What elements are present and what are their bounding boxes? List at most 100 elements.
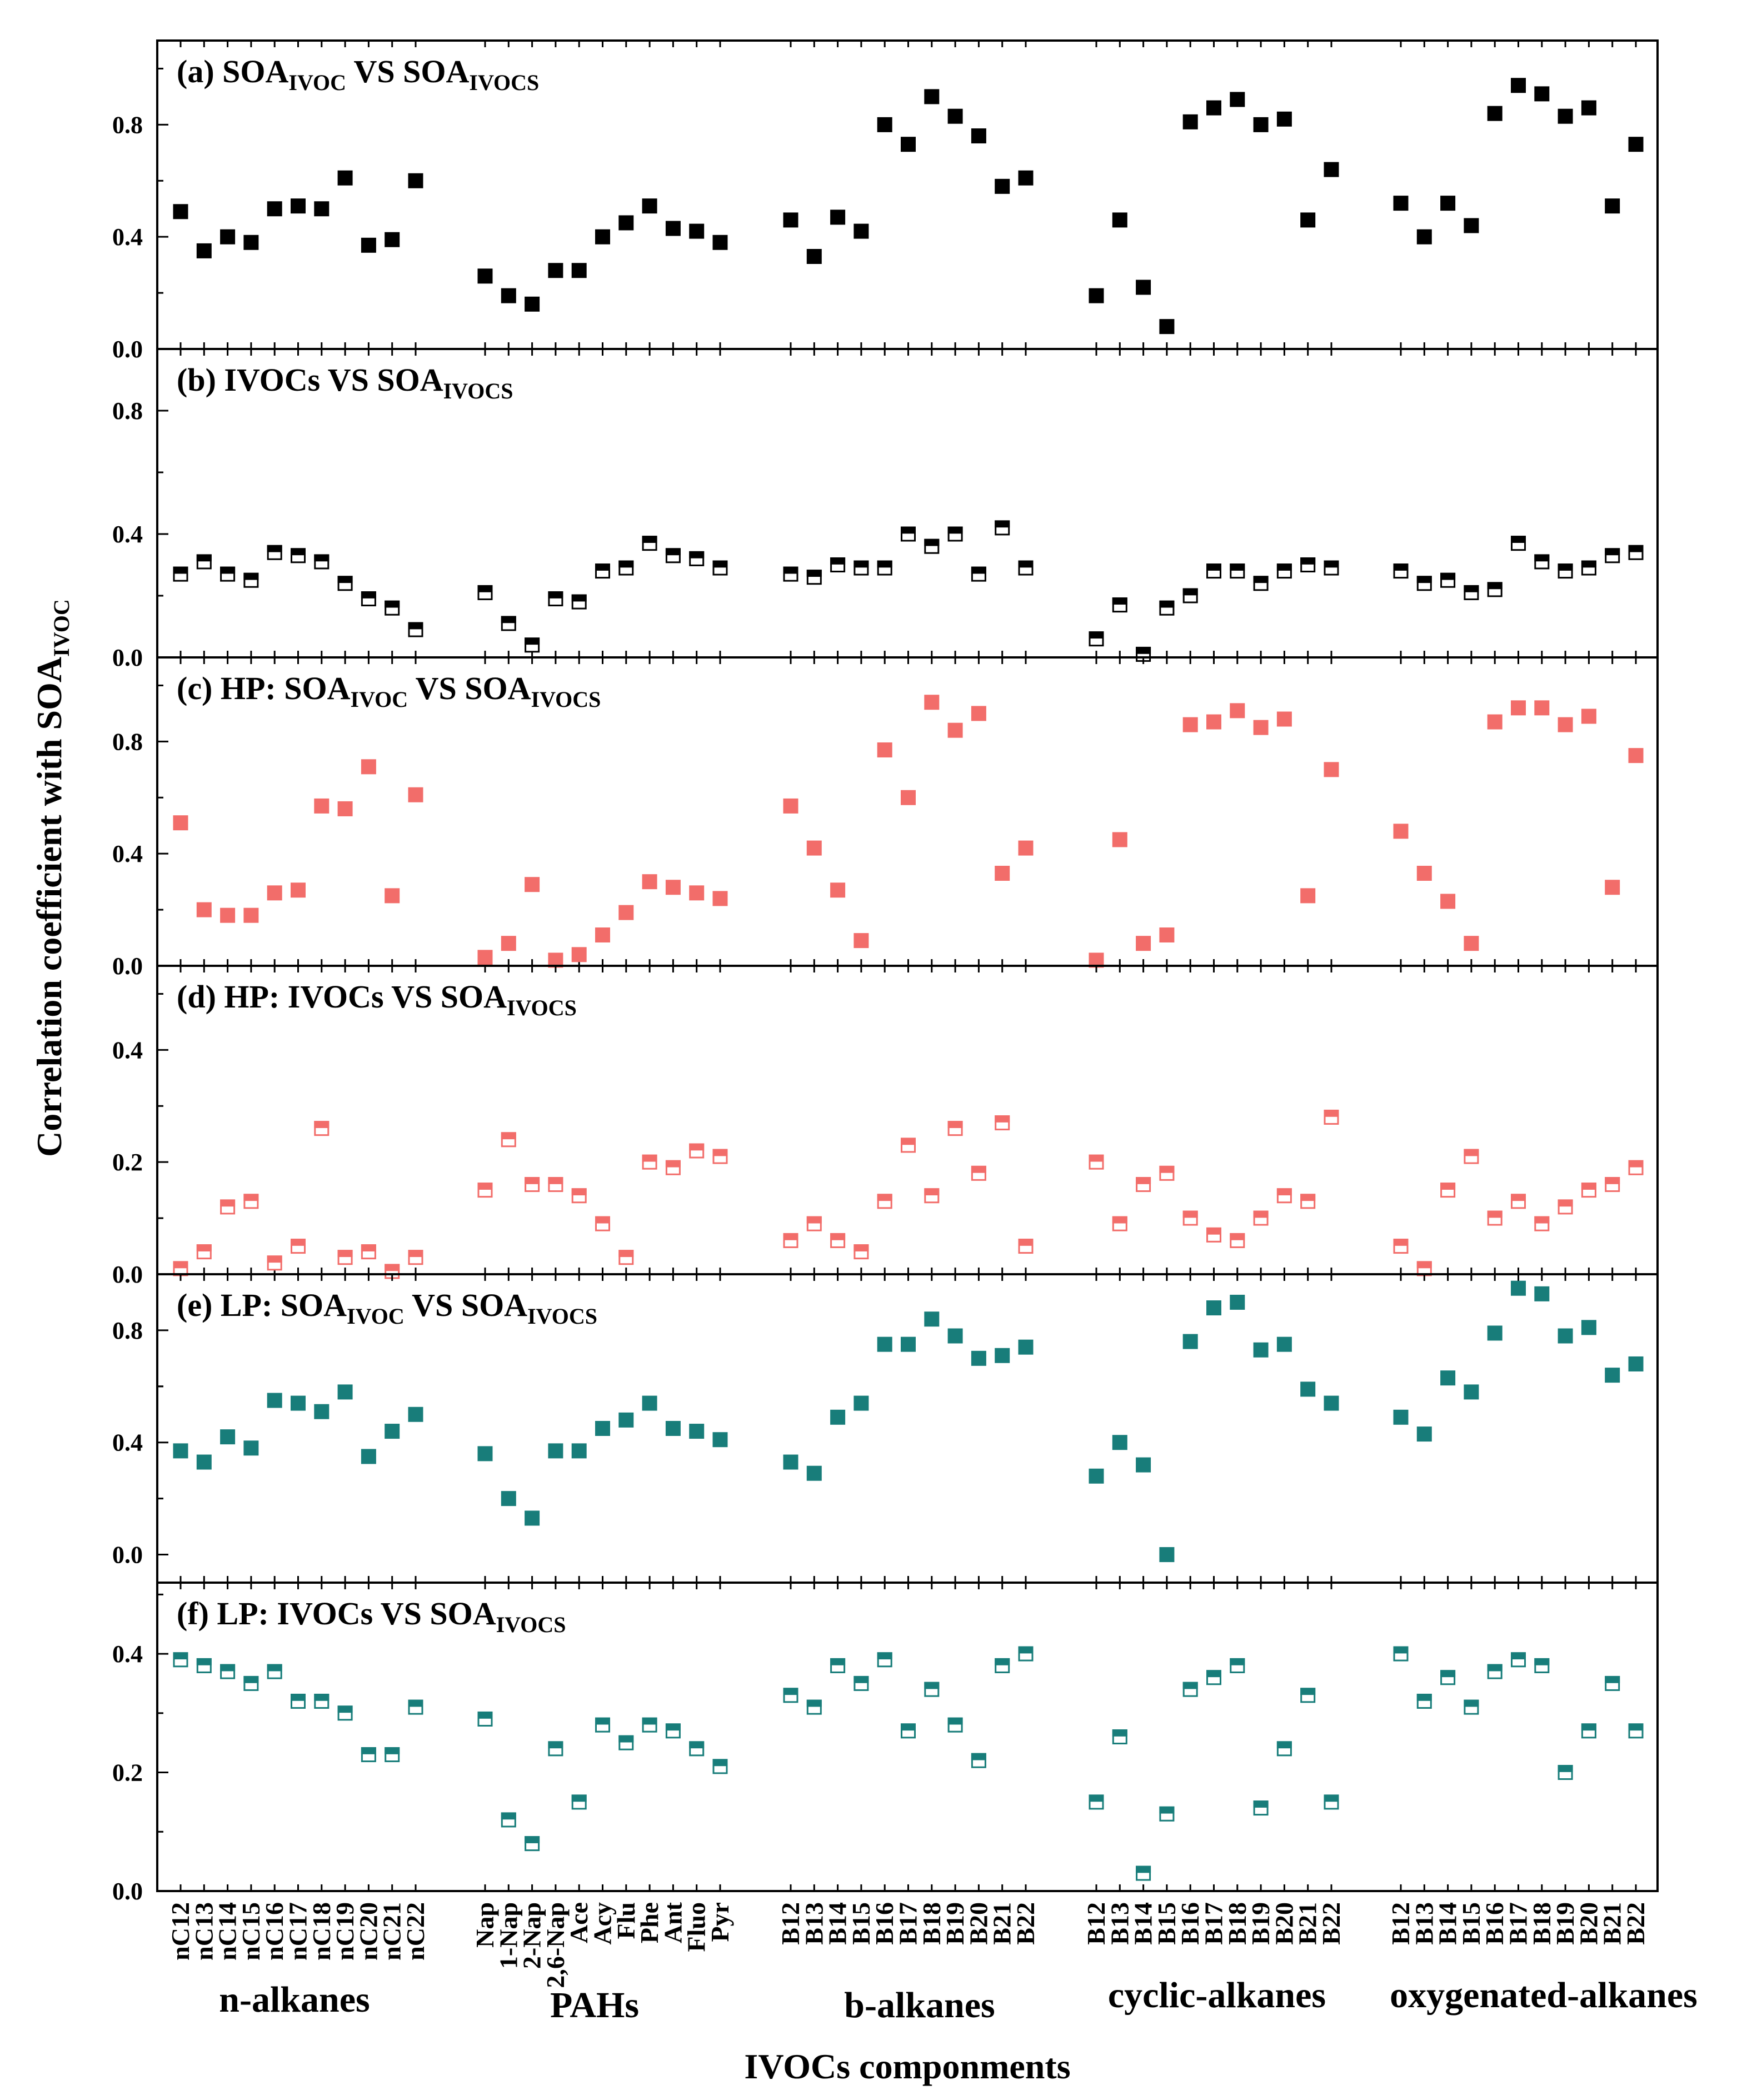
category-label: Flu [612, 1902, 640, 1939]
data-point [901, 1336, 916, 1352]
category-label: nC19 [331, 1902, 359, 1961]
y-tick-label: 0.0 [112, 644, 143, 671]
data-point [783, 1688, 798, 1703]
category-label: 2-Nap [518, 1902, 546, 1969]
data-point [642, 1717, 657, 1733]
data-point [1464, 585, 1479, 600]
panel-3: 0.0 0.4 0.8 (c) HP: SOAIVOC VS SOAIVOCS [112, 656, 1659, 980]
category-label: B16 [870, 1902, 899, 1945]
data-point [267, 201, 282, 217]
category-label: B18 [1528, 1902, 1556, 1945]
data-point [1416, 866, 1432, 881]
data-point [712, 235, 728, 250]
data-point [408, 622, 423, 637]
data-point [1089, 1468, 1104, 1484]
data-point [1416, 576, 1432, 591]
data-point [196, 1454, 212, 1470]
data-point [924, 538, 940, 554]
data-point [1276, 1741, 1292, 1757]
data-point [525, 637, 540, 653]
category-label: 1-Nap [494, 1902, 522, 1969]
data-point [196, 1658, 212, 1673]
data-point [571, 263, 587, 278]
data-point [947, 1717, 963, 1733]
data-point [995, 520, 1010, 536]
data-point [267, 545, 282, 560]
data-point [1159, 319, 1175, 335]
category-label: 2,6-Nap [541, 1902, 570, 1988]
data-point [947, 108, 963, 124]
data-point [291, 882, 306, 898]
data-point [1558, 1199, 1573, 1215]
data-point [642, 536, 657, 551]
y-axis-title: Correlation coefficient with SOAIVOC [29, 599, 74, 1157]
data-point [1276, 1188, 1292, 1204]
x-axis-title: IVOCs componments [744, 2047, 1070, 2086]
data-point [196, 554, 212, 570]
data-point [783, 1454, 798, 1470]
data-point [1558, 563, 1573, 579]
data-point [1558, 717, 1573, 732]
data-point [1018, 1646, 1034, 1662]
data-point [571, 1443, 587, 1459]
data-point [548, 1443, 563, 1459]
data-point [243, 1194, 259, 1209]
data-point [1253, 720, 1269, 735]
data-point [971, 706, 986, 721]
data-point [1182, 1210, 1198, 1226]
data-point [477, 1446, 493, 1461]
data-point [1089, 1154, 1104, 1170]
data-point [830, 882, 846, 898]
data-point [1393, 196, 1409, 211]
data-point [1112, 597, 1127, 613]
data-point [971, 566, 986, 582]
data-point [783, 566, 798, 582]
category-label: Acy [588, 1902, 617, 1945]
category-label: B16 [1480, 1902, 1509, 1945]
data-point [1324, 1794, 1339, 1810]
data-point [477, 1711, 493, 1727]
data-point [1534, 554, 1550, 570]
data-point [618, 1250, 634, 1265]
data-point [924, 695, 940, 710]
data-point [525, 1836, 540, 1852]
data-point [548, 591, 563, 607]
data-point [525, 296, 540, 312]
data-point [1605, 548, 1620, 563]
data-point [243, 1675, 259, 1691]
y-tick-label: 0.8 [112, 397, 143, 425]
data-point [1324, 560, 1339, 576]
data-point [853, 1675, 869, 1691]
y-tick-label: 0.2 [112, 1759, 143, 1787]
data-point [665, 548, 681, 563]
data-point [1018, 1239, 1034, 1254]
data-point [689, 1143, 705, 1159]
data-point [571, 947, 587, 962]
data-point [1558, 1765, 1573, 1780]
data-point [1581, 1183, 1596, 1198]
category-label: B21 [988, 1902, 1016, 1945]
data-point [1487, 1210, 1503, 1226]
data-point [243, 235, 259, 250]
data-point [1159, 1547, 1175, 1563]
category-label: nC22 [401, 1902, 430, 1961]
data-point [947, 1328, 963, 1344]
data-point [853, 560, 869, 576]
data-point [1534, 1216, 1550, 1231]
data-point [1276, 711, 1292, 727]
group-label: b-alkanes [844, 1985, 995, 2026]
data-point [1112, 1435, 1127, 1450]
data-point [1464, 1384, 1479, 1400]
data-point [853, 1395, 869, 1411]
data-point [477, 950, 493, 965]
data-point [1440, 894, 1456, 909]
category-label: B17 [1504, 1902, 1533, 1945]
data-point [1230, 563, 1245, 579]
category-label: B21 [1598, 1902, 1626, 1945]
category-label: nC13 [189, 1902, 218, 1961]
category-label: nC14 [213, 1902, 242, 1961]
data-point [1440, 572, 1456, 588]
data-point [642, 1395, 657, 1411]
category-label: B21 [1294, 1902, 1322, 1945]
category-label: B15 [847, 1902, 875, 1945]
